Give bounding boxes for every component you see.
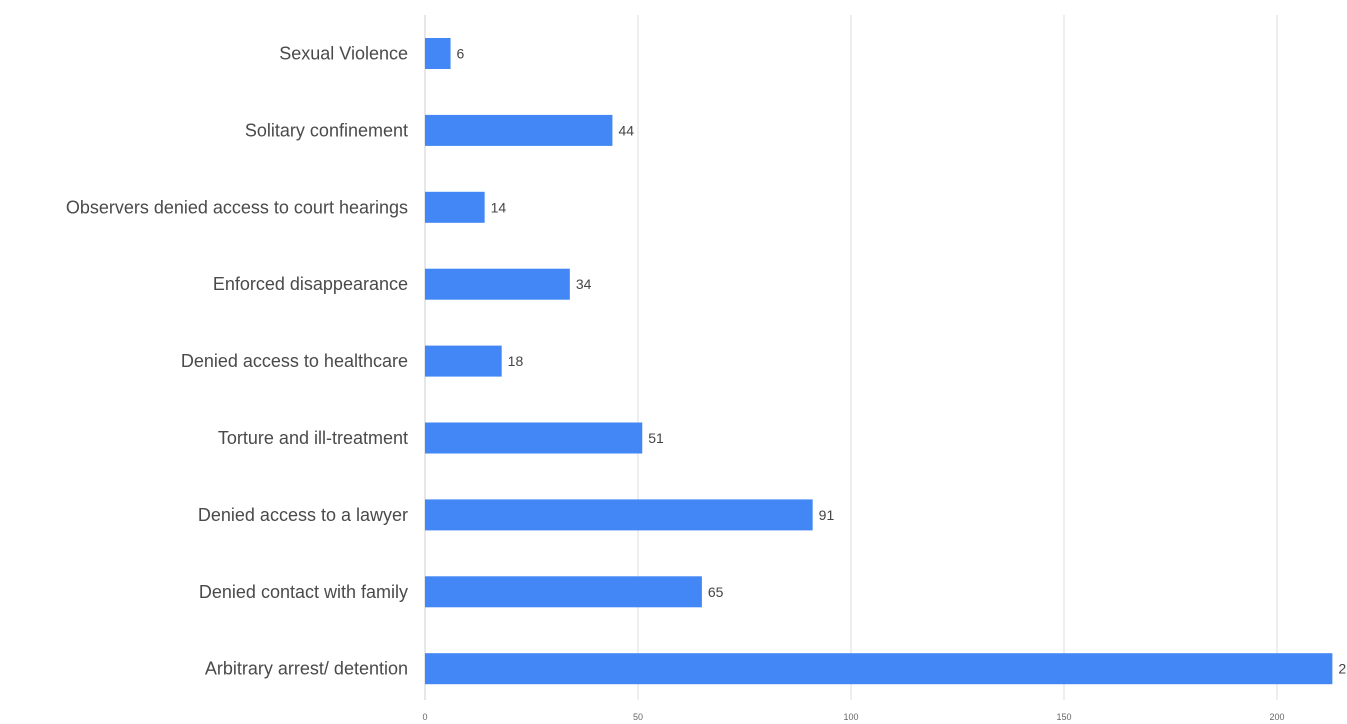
bar: [425, 422, 643, 454]
category-label: Denied access to a lawyer: [198, 505, 408, 525]
category-label: Enforced disappearance: [213, 274, 408, 294]
value-label: 18: [508, 353, 524, 369]
category-label: Solitary confinement: [245, 120, 408, 140]
category-label: Sexual Violence: [279, 44, 408, 64]
x-tick-label: 0: [422, 712, 427, 722]
value-label: 34: [576, 276, 592, 292]
bar: [425, 38, 451, 69]
x-axis-ticks: 0 50 100 150 200: [422, 712, 1284, 722]
value-label: 65: [708, 584, 724, 600]
bar: [425, 653, 1333, 685]
bars: [425, 38, 1333, 685]
category-label: Torture and ill-treatment: [218, 428, 408, 448]
x-tick-label: 150: [1056, 712, 1071, 722]
category-labels: Sexual Violence Solitary confinement Obser…: [66, 44, 408, 679]
bar: [425, 114, 613, 146]
bar: [425, 268, 570, 300]
value-label: 6: [457, 46, 465, 62]
x-tick-label: 50: [633, 712, 643, 722]
category-label: Arbitrary arrest/ detention: [205, 659, 408, 679]
category-label: Observers denied access to court hearing…: [66, 197, 408, 217]
value-label: 51: [648, 430, 664, 446]
value-label: 14: [491, 199, 507, 215]
value-labels: 6 44 14 34 18 51 91 65 2: [457, 46, 1347, 677]
x-tick-label: 100: [843, 712, 858, 722]
value-label: 91: [819, 507, 835, 523]
bar: [425, 191, 485, 223]
bar: [425, 499, 813, 531]
category-label: Denied access to healthcare: [181, 351, 408, 371]
bar: [425, 576, 702, 608]
category-label: Denied contact with family: [199, 582, 408, 602]
value-label: 2: [1338, 661, 1346, 677]
x-tick-label: 200: [1269, 712, 1284, 722]
bar: [425, 345, 502, 377]
value-label: 44: [618, 122, 634, 138]
